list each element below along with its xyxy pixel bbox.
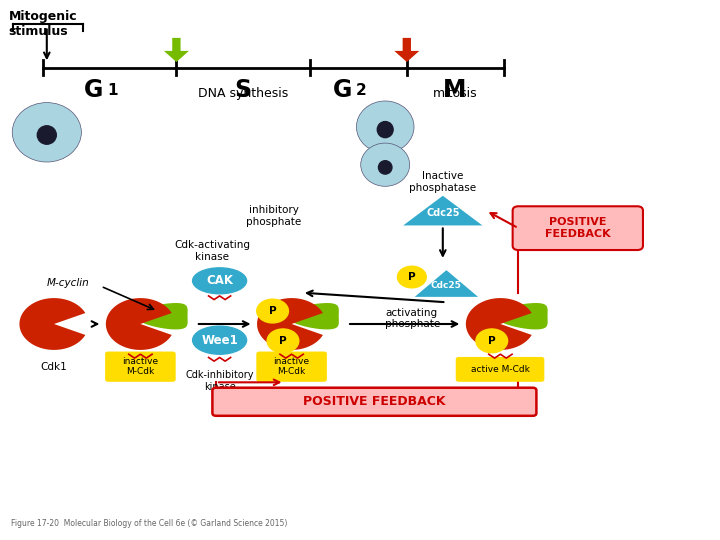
Text: CAK: CAK <box>206 274 233 287</box>
Circle shape <box>267 329 299 353</box>
Text: P: P <box>269 306 276 316</box>
Polygon shape <box>466 298 532 350</box>
Text: activating
phosphate: activating phosphate <box>385 308 441 329</box>
Text: Inactive
phosphatase: Inactive phosphatase <box>409 172 477 193</box>
Text: M: M <box>444 78 467 102</box>
Polygon shape <box>19 298 86 350</box>
Text: P: P <box>279 336 287 346</box>
Ellipse shape <box>193 326 246 354</box>
Text: Cdk-activating
kinase: Cdk-activating kinase <box>174 240 251 262</box>
Polygon shape <box>415 270 478 297</box>
Ellipse shape <box>379 161 392 174</box>
Text: G: G <box>84 78 104 102</box>
Text: mitosis: mitosis <box>433 87 477 100</box>
Text: Wee1: Wee1 <box>201 334 238 347</box>
Text: Mitogenic
stimulus: Mitogenic stimulus <box>9 10 77 38</box>
FancyBboxPatch shape <box>513 206 643 250</box>
FancyBboxPatch shape <box>256 352 327 382</box>
Text: Cdc25: Cdc25 <box>431 281 462 289</box>
Polygon shape <box>136 303 188 329</box>
Text: active M-Cdk: active M-Cdk <box>471 365 530 374</box>
Text: Cdk-inhibitory
kinase: Cdk-inhibitory kinase <box>185 370 254 392</box>
Ellipse shape <box>377 122 393 138</box>
Text: inactive
M-Cdk: inactive M-Cdk <box>122 357 158 376</box>
FancyBboxPatch shape <box>212 388 536 416</box>
Circle shape <box>476 329 508 353</box>
Text: P: P <box>408 272 415 282</box>
Circle shape <box>257 299 289 323</box>
Ellipse shape <box>37 126 56 144</box>
FancyBboxPatch shape <box>105 352 176 382</box>
Text: inactive
M-Cdk: inactive M-Cdk <box>274 357 310 376</box>
Text: G: G <box>333 78 352 102</box>
Ellipse shape <box>193 268 246 294</box>
Polygon shape <box>496 303 548 329</box>
Text: S: S <box>234 78 251 102</box>
Polygon shape <box>257 298 323 350</box>
Text: inhibitory
phosphate: inhibitory phosphate <box>246 205 301 227</box>
Text: Cdk1: Cdk1 <box>40 362 68 372</box>
Text: 2: 2 <box>356 83 366 98</box>
Text: DNA synthesis: DNA synthesis <box>197 87 288 100</box>
FancyBboxPatch shape <box>456 357 544 382</box>
Text: POSITIVE
FEEDBACK: POSITIVE FEEDBACK <box>545 217 611 239</box>
Ellipse shape <box>361 143 410 186</box>
Text: 1: 1 <box>108 83 118 98</box>
Text: Figure 17-20  Molecular Biology of the Cell 6e (© Garland Science 2015): Figure 17-20 Molecular Biology of the Ce… <box>11 519 287 528</box>
Text: P: P <box>488 336 495 346</box>
Polygon shape <box>403 195 482 226</box>
Text: M-cyclin: M-cyclin <box>47 279 89 288</box>
Polygon shape <box>106 298 172 350</box>
Ellipse shape <box>12 103 81 162</box>
Text: Cdc25: Cdc25 <box>426 208 459 218</box>
Circle shape <box>397 266 426 288</box>
Ellipse shape <box>356 101 414 153</box>
Text: POSITIVE FEEDBACK: POSITIVE FEEDBACK <box>303 395 446 408</box>
Polygon shape <box>287 303 339 329</box>
